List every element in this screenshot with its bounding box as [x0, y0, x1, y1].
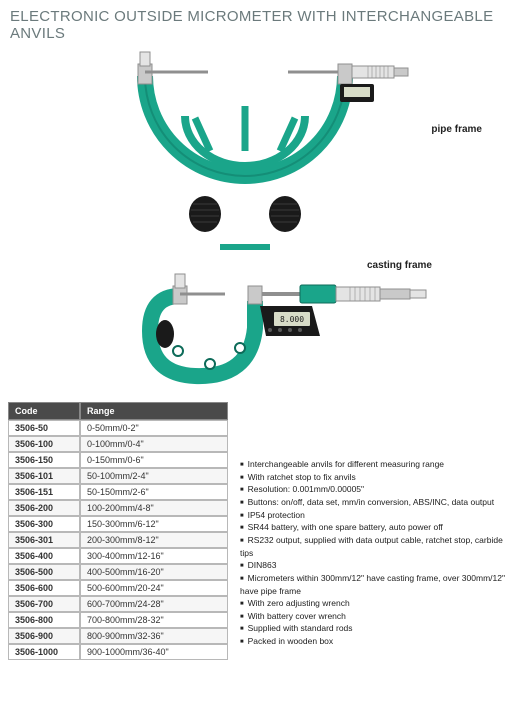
cell-code: 3506-700 — [8, 596, 80, 612]
table-row: 3506-1000-100mm/0-4" — [8, 436, 228, 452]
svg-text:8.000: 8.000 — [280, 315, 304, 324]
cell-code: 3506-200 — [8, 500, 80, 516]
cell-range: 800-900mm/32-36" — [80, 628, 228, 644]
cell-range: 50-100mm/2-4" — [80, 468, 228, 484]
feature-item: With battery cover wrench — [240, 610, 516, 623]
cell-range: 50-150mm/2-6" — [80, 484, 228, 500]
cell-range: 0-50mm/0-2" — [80, 420, 228, 436]
feature-item: With zero adjusting wrench — [240, 597, 516, 610]
table-row: 3506-400300-400mm/12-16" — [8, 548, 228, 564]
table-row: 3506-1000900-1000mm/36-40" — [8, 644, 228, 660]
cell-code: 3506-151 — [8, 484, 80, 500]
feature-item: RS232 output, supplied with data output … — [240, 534, 516, 559]
features-list: Interchangeable anvils for different mea… — [240, 458, 516, 648]
table-row: 3506-1500-150mm/0-6" — [8, 452, 228, 468]
cell-code: 3506-301 — [8, 532, 80, 548]
cell-range: 0-150mm/0-6" — [80, 452, 228, 468]
table-row: 3506-15150-150mm/2-6" — [8, 484, 228, 500]
table-row: 3506-500-50mm/0-2" — [8, 420, 228, 436]
feature-item: Packed in wooden box — [240, 635, 516, 648]
cell-range: 300-400mm/12-16" — [80, 548, 228, 564]
page-title: ELECTRONIC OUTSIDE MICROMETER WITH INTER… — [0, 0, 524, 46]
cell-code: 3506-500 — [8, 564, 80, 580]
table-row: 3506-500400-500mm/16-20" — [8, 564, 228, 580]
features-block: Interchangeable anvils for different mea… — [240, 402, 516, 660]
cell-code: 3506-300 — [8, 516, 80, 532]
cell-range: 150-300mm/6-12" — [80, 516, 228, 532]
cell-range: 200-300mm/8-12" — [80, 532, 228, 548]
cell-code: 3506-400 — [8, 548, 80, 564]
cell-code: 3506-600 — [8, 580, 80, 596]
cell-code: 3506-101 — [8, 468, 80, 484]
table-row: 3506-600500-600mm/20-24" — [8, 580, 228, 596]
pipe-frame-label: pipe frame — [431, 124, 482, 135]
feature-item: Supplied with standard rods — [240, 622, 516, 635]
feature-item: DIN863 — [240, 559, 516, 572]
feature-item: Resolution: 0.001mm/0.00005" — [240, 483, 516, 496]
table-row: 3506-300150-300mm/6-12" — [8, 516, 228, 532]
table-row: 3506-900800-900mm/32-36" — [8, 628, 228, 644]
feature-item: Buttons: on/off, data set, mm/in convers… — [240, 496, 516, 509]
feature-item: SR44 battery, with one spare battery, au… — [240, 521, 516, 534]
table-row: 3506-700600-700mm/24-28" — [8, 596, 228, 612]
spec-table-wrap: Code Range 3506-500-50mm/0-2"3506-1000-1… — [8, 402, 228, 660]
col-range: Range — [80, 402, 228, 420]
feature-item: Micrometers within 300mm/12" have castin… — [240, 572, 516, 597]
cell-code: 3506-100 — [8, 436, 80, 452]
table-row: 3506-301200-300mm/8-12" — [8, 532, 228, 548]
cell-code: 3506-800 — [8, 612, 80, 628]
table-row: 3506-10150-100mm/2-4" — [8, 468, 228, 484]
cell-range: 500-600mm/20-24" — [80, 580, 228, 596]
pipe-frame-image: pipe frame — [0, 46, 524, 256]
spec-table: Code Range 3506-500-50mm/0-2"3506-1000-1… — [8, 402, 228, 660]
cell-range: 900-1000mm/36-40" — [80, 644, 228, 660]
feature-item: IP54 protection — [240, 509, 516, 522]
cell-code: 3506-900 — [8, 628, 80, 644]
cell-range: 100-200mm/4-8" — [80, 500, 228, 516]
cell-range: 0-100mm/0-4" — [80, 436, 228, 452]
cell-code: 3506-50 — [8, 420, 80, 436]
casting-frame-image: 8.000 casting frame — [0, 256, 524, 396]
cell-range: 600-700mm/24-28" — [80, 596, 228, 612]
table-row: 3506-200100-200mm/4-8" — [8, 500, 228, 516]
cell-code: 3506-150 — [8, 452, 80, 468]
col-code: Code — [8, 402, 80, 420]
feature-item: Interchangeable anvils for different mea… — [240, 458, 516, 471]
table-row: 3506-800700-800mm/28-32" — [8, 612, 228, 628]
cell-range: 700-800mm/28-32" — [80, 612, 228, 628]
cell-range: 400-500mm/16-20" — [80, 564, 228, 580]
feature-item: With ratchet stop to fix anvils — [240, 471, 516, 484]
cell-code: 3506-1000 — [8, 644, 80, 660]
casting-frame-label: casting frame — [367, 260, 432, 271]
